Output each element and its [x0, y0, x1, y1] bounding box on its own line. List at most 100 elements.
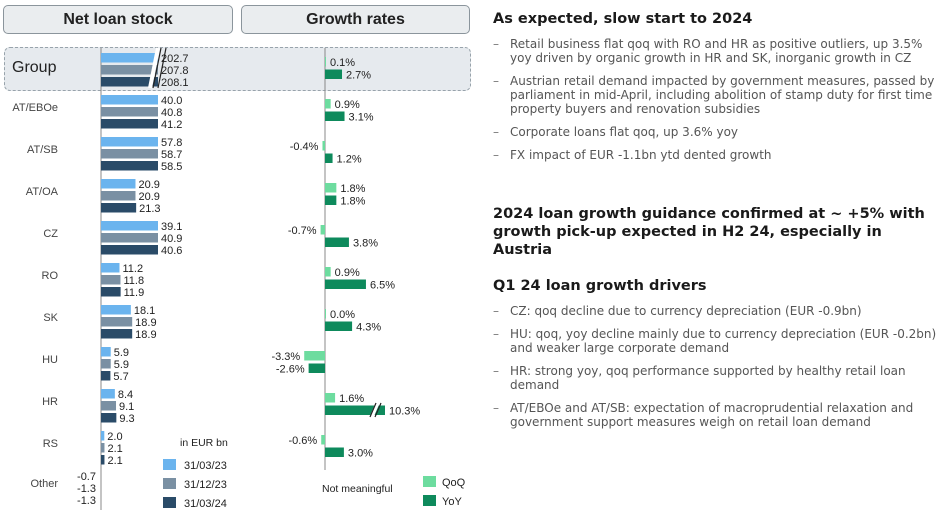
stock-bar	[101, 359, 111, 369]
axis-break-mark	[370, 401, 380, 417]
bullet-list-1: – Retail business flat qoq with RO and HR…	[493, 37, 943, 171]
growth-rates-header: Growth rates	[241, 5, 470, 34]
bullet-dash: –	[493, 327, 499, 341]
stock-bar	[101, 179, 136, 189]
bullet-item: – AT/EBOe and AT/SB: expectation of macro…	[493, 401, 943, 429]
category-label: HR	[42, 396, 58, 408]
stock-bar	[101, 149, 158, 159]
growth-bar	[325, 111, 345, 121]
stock-value-label: 202.7	[161, 53, 189, 65]
legend-label: 31/03/23	[184, 460, 227, 472]
stock-bar	[101, 431, 105, 441]
stock-bar	[101, 329, 133, 339]
stock-value-label: 5.7	[113, 371, 128, 383]
stock-value-label: 20.9	[138, 179, 159, 191]
bullet-text: FX impact of EUR -1.1bn ytd dented growt…	[510, 148, 772, 162]
stock-value-label: 18.9	[135, 317, 156, 329]
stock-value-label: 41.2	[161, 119, 182, 131]
growth-bar	[304, 351, 325, 361]
loan-chart: AT/EBOe AT/SB AT/OA CZ RO SK HU HR RS Other 202.7 4…	[12, 47, 466, 510]
stock-value-label: 11.2	[122, 263, 143, 275]
category-label: RS	[43, 438, 58, 450]
stock-value-label: 18.9	[135, 329, 156, 341]
not-meaningful-note: Not meaningful	[322, 483, 393, 495]
growth-bar	[322, 141, 325, 151]
stock-bar	[101, 455, 105, 465]
growth-value-label: 3.1%	[349, 112, 374, 124]
stock-value-label: -1.3	[77, 495, 96, 507]
stock-value-label: 2.0	[107, 431, 122, 443]
growth-bar	[325, 237, 349, 247]
bullet-item: – Corporate loans flat qoq, up 3.6% yoy	[493, 125, 943, 139]
stock-bar	[101, 401, 117, 411]
bullet-text: HU: qoq, yoy decline mainly due to curre…	[510, 327, 937, 355]
growth-value-label: 4.3%	[356, 322, 381, 334]
bullet-list-3: – CZ: qoq decline due to currency depreci…	[493, 304, 943, 438]
bullet-item: – FX impact of EUR -1.1bn ytd dented grow…	[493, 148, 943, 162]
stock-bar	[101, 263, 120, 273]
stock-value-label: 40.8	[161, 107, 182, 119]
stock-bar	[101, 221, 158, 231]
bullet-text: Austrian retail demand impacted by gover…	[510, 74, 935, 116]
growth-value-label: 0.9%	[335, 267, 360, 279]
heading-growth-drivers: Q1 24 loan growth drivers	[493, 278, 707, 294]
growth-bar	[325, 321, 353, 331]
bullet-item: – Retail business flat qoq with RO and HR…	[493, 37, 943, 65]
stock-bar	[101, 443, 105, 453]
growth-bar	[325, 69, 343, 79]
stock-value-label: 40.0	[161, 95, 182, 107]
stock-bar	[101, 95, 158, 105]
bullet-dash: –	[493, 37, 499, 51]
growth-bar	[320, 225, 325, 235]
bullet-item: – CZ: qoq decline due to currency depreci…	[493, 304, 943, 318]
bullet-dash: –	[493, 401, 499, 415]
bullet-text: Retail business flat qoq with RO and HR …	[510, 37, 923, 65]
growth-value-label: 1.8%	[340, 183, 365, 195]
stock-bar	[101, 317, 133, 327]
stock-bar	[101, 275, 121, 285]
stock-value-label: 11.8	[123, 275, 144, 287]
legend-label: QoQ	[442, 477, 466, 489]
growth-value-label: -0.7%	[288, 225, 317, 237]
axis-break-line	[369, 402, 377, 418]
stock-bar	[101, 245, 158, 255]
growth-bar	[325, 99, 331, 109]
stock-bar	[101, 371, 111, 381]
stock-bar	[101, 137, 158, 147]
stock-bar	[101, 119, 158, 129]
stock-value-label: 208.1	[161, 77, 189, 89]
axis-break-line	[374, 402, 382, 418]
stock-value-label: 8.4	[118, 389, 133, 401]
stock-value-label: 9.3	[119, 413, 134, 425]
category-label: HU	[42, 354, 58, 366]
growth-value-label: 0.9%	[335, 99, 360, 111]
legend-swatch	[423, 476, 436, 487]
heading-guidance: 2024 loan growth guidance confirmed at ~…	[493, 206, 925, 258]
growth-value-label: -0.4%	[290, 141, 319, 153]
growth-bar	[325, 153, 333, 163]
stock-bar	[101, 347, 111, 357]
stock-bar	[101, 77, 158, 87]
stock-bar	[101, 161, 158, 171]
growth-bar	[325, 393, 336, 403]
unit-note: in EUR bn	[180, 437, 228, 449]
bullet-dash: –	[493, 364, 499, 378]
stock-value-label: 9.1	[119, 401, 134, 413]
bullet-dash: –	[493, 148, 499, 162]
growth-bar	[321, 435, 325, 445]
bullet-text: HR: strong yoy, qoq performance supporte…	[510, 364, 906, 392]
bullet-dash: –	[493, 74, 499, 88]
growth-bar	[325, 195, 337, 205]
growth-value-label: 3.8%	[353, 238, 378, 250]
legend-label: YoY	[442, 496, 462, 508]
growth-value-label: 1.2%	[337, 154, 362, 166]
stock-bar	[101, 191, 136, 201]
stock-value-label: 2.1	[107, 455, 122, 467]
growth-value-label: -2.6%	[276, 364, 305, 376]
category-label: AT/OA	[26, 186, 59, 198]
bullet-text: Corporate loans flat qoq, up 3.6% yoy	[510, 125, 739, 139]
axis-break-line	[157, 47, 167, 89]
growth-value-label: 1.8%	[340, 196, 365, 208]
stock-bar	[101, 413, 117, 423]
growth-value-label: 1.6%	[339, 393, 364, 405]
